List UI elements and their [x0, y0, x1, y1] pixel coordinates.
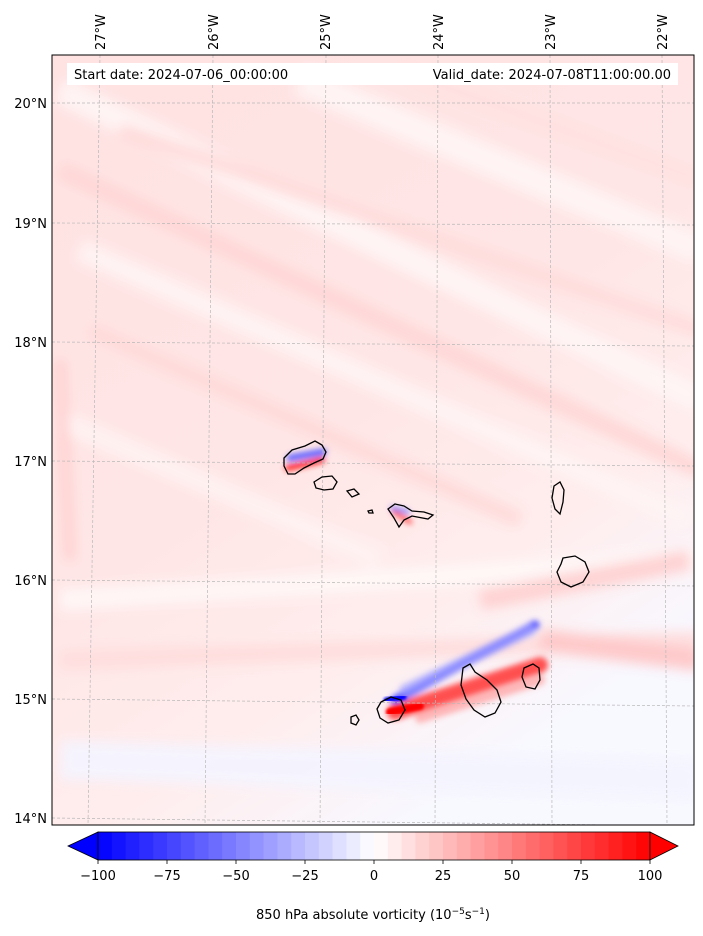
colorbar-level-band — [553, 832, 568, 860]
lat-label-18n: 18°N — [14, 336, 47, 351]
colorbar-level-band — [194, 832, 209, 860]
colorbar-level-band — [180, 832, 195, 860]
colorbar-level-band — [291, 832, 306, 860]
colorbar-level-band — [236, 832, 251, 860]
colorbar-level-band — [525, 832, 540, 860]
colorbar-level-band — [401, 832, 416, 860]
colorbar-level-band — [512, 832, 527, 860]
colorbar-tick-label: −25 — [291, 869, 318, 884]
colorbar-level-band — [622, 832, 637, 860]
colorbar-level-band — [608, 832, 623, 860]
colorbar-level-band — [456, 832, 471, 860]
colorbar-level-band — [470, 832, 485, 860]
colorbar-level-band — [360, 832, 375, 860]
colorbar-title-exp2: −1 — [472, 907, 485, 917]
colorbar-tick-label: 100 — [638, 869, 663, 884]
lon-label-25w: 25°W — [319, 14, 334, 50]
colorbar-level-band — [443, 832, 458, 860]
colorbar-ticks: −100 −75 −50 −25 0 25 50 75 100 — [80, 860, 662, 884]
lon-label-24w: 24°W — [432, 14, 447, 50]
lat-label-20n: 20°N — [14, 97, 47, 112]
colorbar-level-band — [249, 832, 264, 860]
colorbar-title-main: 850 hPa absolute vorticity (10 — [256, 908, 452, 923]
brava-coast — [350, 714, 360, 726]
santiago-coast — [460, 663, 502, 718]
colorbar-level-band — [484, 832, 499, 860]
sao-vicente-coast — [313, 475, 338, 491]
colorbar-level-band — [415, 832, 430, 860]
colorbar-extend-high — [649, 831, 679, 861]
valid-date-label: Valid_date: 2024-07-08T11:00:00.00 — [433, 68, 671, 83]
coastlines — [283, 440, 590, 726]
colorbar-level-band — [498, 832, 513, 860]
lat-label-16n: 16°N — [14, 574, 47, 589]
longitude-labels: 27°W 26°W 25°W 24°W 23°W 22°W — [94, 14, 671, 50]
lat-label-17n: 17°N — [14, 455, 47, 470]
santa-luzia-coast — [345, 488, 361, 498]
lat-label-19n: 19°N — [14, 217, 47, 232]
vorticity-streaks — [54, 62, 694, 800]
colorbar-level-band — [263, 832, 278, 860]
colorbar-title: 850 hPa absolute vorticity (10−5s−1) — [256, 907, 490, 923]
colorbar-level-band — [429, 832, 444, 860]
info-bar-background — [67, 63, 678, 85]
lon-label-27w: 27°W — [94, 14, 109, 50]
colorbar-tick-label: 0 — [370, 869, 378, 884]
colorbar-level-band — [167, 832, 182, 860]
colorbar-level-band — [153, 832, 168, 860]
lon-label-23w: 23°W — [544, 14, 559, 50]
branco-coast — [367, 509, 374, 514]
island-wakes — [285, 448, 548, 723]
colorbar-extend-low — [67, 831, 99, 861]
colorbar-level-band — [111, 832, 126, 860]
colorbar-level-band — [567, 832, 582, 860]
colorbar-level-band — [346, 832, 361, 860]
santo-antao-coast — [283, 440, 327, 475]
lat-label-15n: 15°N — [14, 693, 47, 708]
colorbar-title-end: ) — [485, 908, 490, 923]
colorbar-tick-label: −100 — [80, 869, 116, 884]
colorbar-level-band — [374, 832, 389, 860]
colorbar-level-band — [318, 832, 333, 860]
colorbar-level-band — [594, 832, 609, 860]
colorbar-steps — [98, 832, 651, 860]
colorbar-title-mid: s — [465, 908, 472, 923]
colorbar-level-band — [125, 832, 140, 860]
colorbar: −100 −75 −50 −25 0 25 50 75 100 850 hPa absolute… — [67, 831, 679, 923]
colorbar-level-band — [332, 832, 347, 860]
lon-label-22w: 22°W — [656, 14, 671, 50]
colorbar-tick-label: 75 — [573, 869, 590, 884]
colorbar-level-band — [387, 832, 402, 860]
colorbar-level-band — [636, 832, 651, 860]
lat-label-14n: 14°N — [14, 812, 47, 827]
boa-vista-coast — [556, 555, 590, 588]
vorticity-field — [52, 55, 694, 825]
colorbar-tick-label: −75 — [153, 869, 180, 884]
colorbar-title-exp1: −5 — [452, 907, 465, 917]
map-frame — [51, 54, 695, 826]
start-date-label: Start date: 2024-07-06_00:00:00 — [74, 68, 288, 83]
lon-label-26w: 26°W — [207, 14, 222, 50]
colorbar-level-band — [98, 832, 113, 860]
colorbar-level-band — [222, 832, 237, 860]
fogo-coast — [376, 696, 406, 724]
sal-coast — [551, 481, 565, 516]
colorbar-level-band — [208, 832, 223, 860]
colorbar-level-band — [539, 832, 554, 860]
colorbar-tick-label: −50 — [222, 869, 249, 884]
sao-nicolau-coast — [387, 503, 435, 529]
colorbar-tick-label: 50 — [504, 869, 521, 884]
colorbar-tick-label: 25 — [435, 869, 452, 884]
colorbar-level-band — [305, 832, 320, 860]
latitude-labels: 20°N 19°N 18°N 17°N 16°N 15°N 14°N — [14, 97, 47, 827]
colorbar-level-band — [581, 832, 596, 860]
colorbar-level-band — [139, 832, 154, 860]
colorbar-level-band — [277, 832, 292, 860]
maio-coast — [521, 663, 541, 690]
